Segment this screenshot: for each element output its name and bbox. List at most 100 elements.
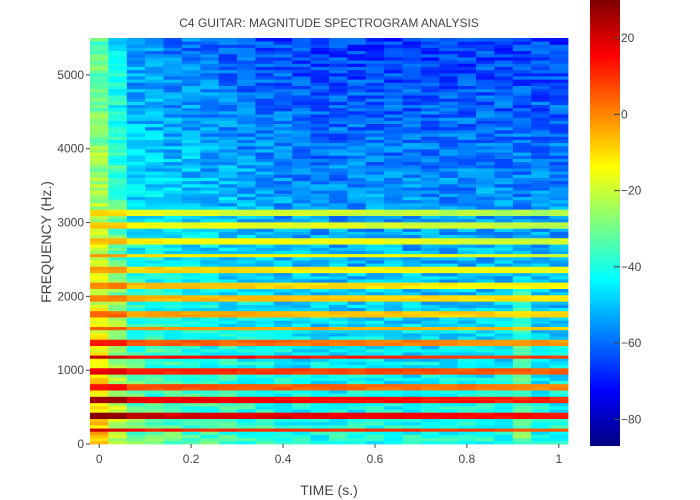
heatmap-cell (181, 234, 201, 239)
heatmap-cell (329, 345, 348, 350)
heatmap-cell (255, 377, 275, 381)
heatmap-cell (90, 377, 109, 381)
heatmap-cell (108, 180, 128, 185)
heatmap-cell (292, 415, 312, 420)
heatmap-cell (200, 383, 220, 388)
heatmap-cell (126, 386, 146, 391)
heatmap-cell (329, 253, 348, 258)
heatmap-cell (402, 63, 422, 67)
heatmap-cell (457, 174, 477, 178)
heatmap-cell (90, 155, 109, 159)
heatmap-cell (531, 126, 551, 131)
heatmap-cell (549, 206, 569, 210)
heatmap-cell (384, 377, 403, 381)
heatmap-cell (145, 66, 164, 71)
heatmap-cell (255, 60, 275, 64)
heatmap-cell (512, 393, 532, 397)
heatmap-cell (420, 253, 440, 258)
heatmap-cell (237, 104, 256, 109)
heatmap-cell (237, 260, 256, 264)
heatmap-cell (420, 38, 440, 42)
heatmap-cell (531, 133, 551, 137)
heatmap-cell (329, 98, 348, 102)
heatmap-cell (310, 352, 330, 356)
heatmap-cell (163, 247, 183, 251)
heatmap-cell (457, 142, 477, 147)
heatmap-cell (329, 218, 348, 223)
heatmap-cell (163, 336, 183, 340)
heatmap-cell (384, 282, 403, 286)
heatmap-cell (531, 168, 551, 172)
heatmap-cell (108, 234, 128, 239)
heatmap-cell (347, 85, 367, 90)
heatmap-cell (218, 117, 238, 121)
heatmap-cell (329, 339, 348, 343)
heatmap-cell (163, 177, 183, 182)
heatmap-cell (237, 386, 256, 391)
heatmap-cell (457, 177, 477, 182)
heatmap-cell (365, 377, 385, 381)
heatmap-cell (457, 228, 477, 232)
heatmap-cell (200, 263, 220, 267)
heatmap-cell (126, 168, 146, 172)
heatmap-cell (273, 221, 293, 226)
heatmap-cell (237, 364, 256, 369)
heatmap-cell (512, 101, 532, 106)
heatmap-cell (420, 364, 440, 369)
heatmap-cell (273, 174, 293, 178)
heatmap-cell (347, 377, 367, 381)
heatmap-cell (457, 418, 477, 423)
heatmap-cell (292, 63, 312, 67)
heatmap-cell (90, 298, 109, 302)
heatmap-cell (90, 158, 109, 163)
heatmap-cell (237, 60, 256, 64)
heatmap-cell (476, 412, 495, 416)
heatmap-cell (476, 320, 495, 324)
heatmap-cell (163, 218, 183, 223)
heatmap-cell (531, 82, 551, 86)
heatmap-cell (347, 386, 367, 391)
heatmap-cell (439, 253, 459, 258)
heatmap-cell (494, 348, 514, 353)
heatmap-cell (494, 383, 514, 388)
heatmap-cell (181, 317, 201, 321)
heatmap-cell (181, 310, 201, 315)
heatmap-cell (200, 145, 220, 150)
heatmap-cell (237, 317, 256, 321)
heatmap-cell (549, 418, 569, 423)
heatmap-cell (108, 339, 128, 343)
heatmap-cell (126, 310, 146, 315)
heatmap-cell (90, 412, 109, 416)
heatmap-cell (108, 53, 128, 58)
heatmap-cell (420, 69, 440, 74)
heatmap-cell (365, 168, 385, 172)
heatmap-cell (384, 53, 403, 58)
heatmap-cell (237, 241, 256, 245)
heatmap-cell (163, 168, 183, 172)
heatmap-cell (255, 123, 275, 128)
heatmap-cell (384, 364, 403, 369)
heatmap-cell (108, 307, 128, 312)
heatmap-cell (347, 101, 367, 106)
heatmap-cell (273, 332, 293, 337)
heatmap-cell (457, 294, 477, 299)
heatmap-cell (402, 110, 422, 115)
heatmap-cell (90, 129, 109, 134)
heatmap-cell (402, 215, 422, 220)
heatmap-cell (549, 120, 569, 125)
heatmap-cell (494, 437, 514, 442)
heatmap-cell (420, 266, 440, 270)
heatmap-cell (476, 440, 495, 445)
heatmap-cell (237, 358, 256, 362)
heatmap-cell (163, 320, 183, 324)
heatmap-cell (329, 301, 348, 305)
heatmap-cell (439, 66, 459, 71)
heatmap-cell (549, 196, 569, 201)
heatmap-cell (549, 209, 569, 213)
heatmap-cell (218, 72, 238, 77)
heatmap-cell (420, 50, 440, 55)
heatmap-cell (439, 133, 459, 137)
heatmap-cell (329, 91, 348, 96)
x-tick-label: 1 (555, 452, 562, 466)
heatmap-cell (255, 323, 275, 328)
